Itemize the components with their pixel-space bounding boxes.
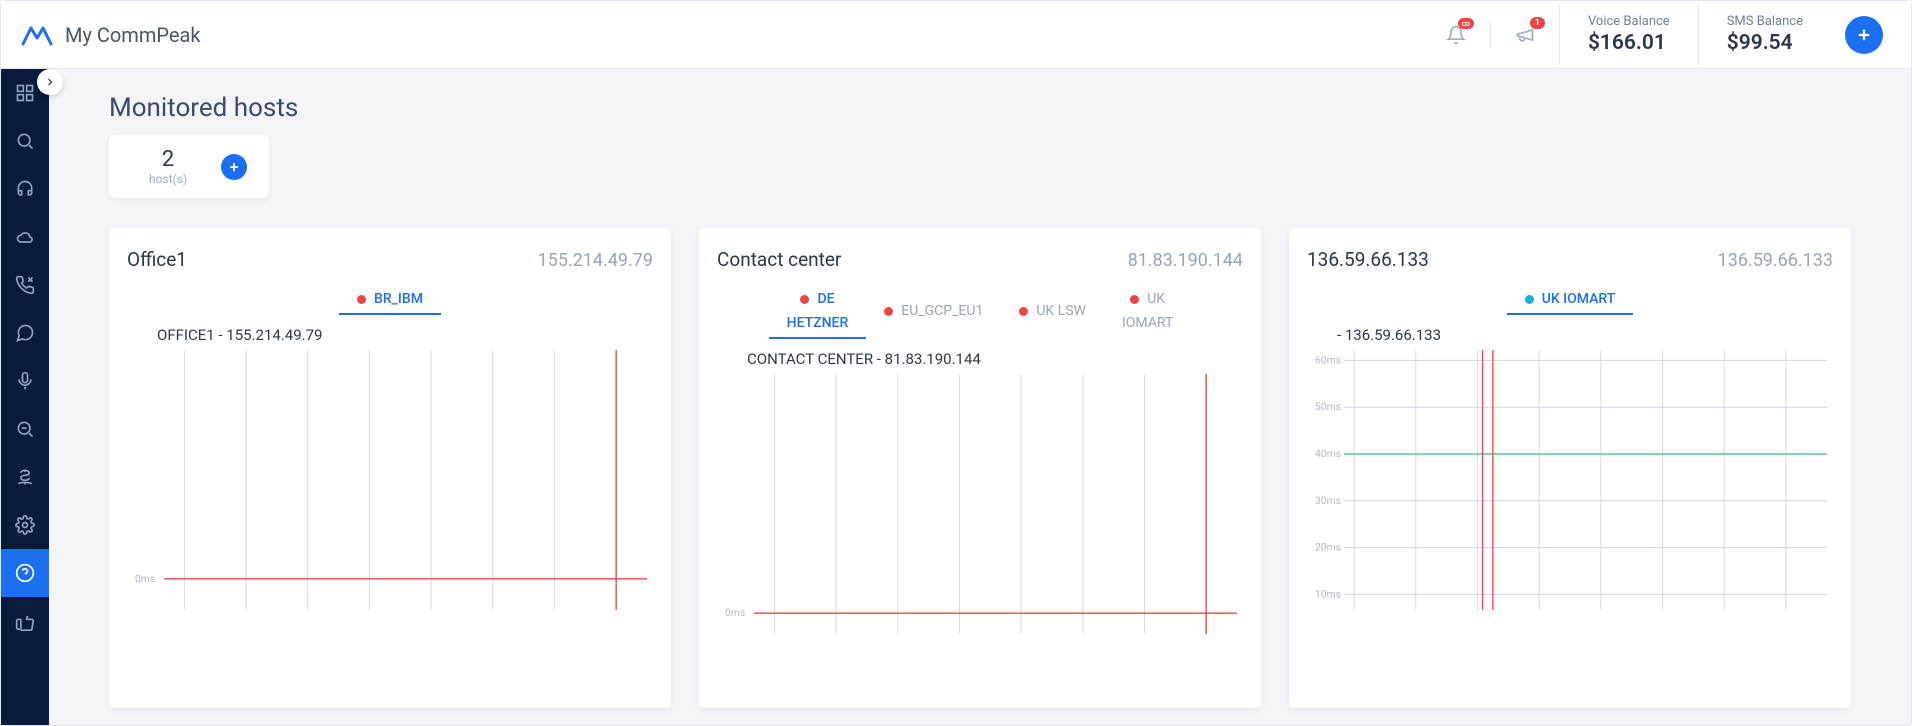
add-host-button[interactable] (221, 154, 247, 180)
separator (1490, 21, 1491, 49)
host-panel: 136.59.66.133 136.59.66.133 UK IOMART - 136… (1289, 228, 1851, 708)
sidebar-item-zoom-out[interactable] (1, 405, 49, 453)
panels-row: Office1 155.214.49.79 BR_IBM OFFICE1 - 155.… (109, 228, 1851, 708)
panel-tabs: BR_IBM (121, 287, 659, 316)
tab-label-line2: IOMART (1122, 315, 1173, 331)
brand-text: My CommPeak (65, 23, 201, 47)
tab[interactable]: EU_GCP_EU1 (866, 287, 1001, 339)
chart: 0ms (133, 350, 647, 610)
sidebar-item-settings[interactable] (1, 501, 49, 549)
notification-badge: ∞ (1458, 18, 1474, 30)
svg-text:10ms: 10ms (1315, 590, 1341, 601)
tab[interactable]: UK IOMART (1104, 287, 1191, 339)
panel-tabs: UK IOMART (1301, 287, 1839, 316)
sidebar-item-billing[interactable] (1, 453, 49, 501)
panel-title: Contact center (717, 248, 841, 271)
panel-ip: 155.214.49.79 (538, 250, 653, 271)
host-panel: Office1 155.214.49.79 BR_IBM OFFICE1 - 155.… (109, 228, 671, 708)
hosts-summary-card: 2 host(s) (109, 135, 269, 198)
status-dot-icon (884, 307, 893, 316)
sms-balance: SMS Balance $99.54 (1698, 4, 1831, 65)
voice-balance: Voice Balance $166.01 (1559, 4, 1698, 65)
svg-text:30ms: 30ms (1315, 496, 1341, 507)
panel-ip: 81.83.190.144 (1128, 250, 1243, 271)
panel-tabs: DE HETZNER EU_GCP_EU1 UK LSW UK IOMART (711, 287, 1249, 340)
panel-title: 136.59.66.133 (1307, 248, 1429, 271)
svg-text:0ms: 0ms (725, 608, 745, 619)
topbar: My CommPeak ∞ 1 Voice Balance $166.01 SM… (1, 1, 1911, 69)
sidebar-expand-button[interactable] (37, 69, 63, 95)
tab-label: UK LSW (1036, 303, 1086, 319)
sidebar (1, 69, 49, 725)
page-title: Monitored hosts (109, 93, 1851, 123)
tab-label-line1: UK (1147, 291, 1165, 307)
sms-balance-value: $99.54 (1727, 31, 1803, 55)
voice-balance-value: $166.01 (1588, 31, 1670, 55)
chart: 0ms (723, 374, 1237, 634)
panel-subcaption: CONTACT CENTER - 81.83.190.144 (711, 340, 1249, 374)
status-dot-icon (1525, 295, 1534, 304)
announcements-button[interactable]: 1 (1511, 21, 1539, 49)
tab[interactable]: UK LSW (1001, 287, 1104, 339)
panel-header: Office1 155.214.49.79 (121, 248, 659, 287)
tab-label-line1: DE (817, 291, 834, 307)
panel-subcaption: - 136.59.66.133 (1301, 316, 1839, 350)
announcement-badge: 1 (1530, 17, 1545, 30)
tab[interactable]: UK IOMART (1507, 287, 1634, 315)
sidebar-item-headset[interactable] (1, 165, 49, 213)
status-dot-icon (1019, 307, 1028, 316)
top-icons: ∞ 1 (1422, 21, 1559, 49)
voice-balance-label: Voice Balance (1588, 14, 1670, 29)
sidebar-item-help[interactable] (1, 549, 49, 597)
svg-text:20ms: 20ms (1315, 543, 1341, 554)
sms-balance-label: SMS Balance (1727, 14, 1803, 29)
sidebar-item-feedback[interactable] (1, 597, 49, 645)
tab-label-line2: HETZNER (787, 315, 849, 331)
tab-label: UK IOMART (1542, 291, 1616, 307)
status-dot-icon (800, 295, 809, 304)
svg-text:40ms: 40ms (1315, 449, 1341, 460)
sidebar-item-chat[interactable] (1, 309, 49, 357)
chart: 60ms 50ms 40ms 30ms 20ms 10ms (1313, 350, 1827, 610)
svg-text:60ms: 60ms (1315, 356, 1341, 367)
status-dot-icon (1130, 295, 1139, 304)
tab[interactable]: BR_IBM (339, 287, 441, 315)
add-button[interactable] (1845, 16, 1883, 54)
svg-text:50ms: 50ms (1315, 402, 1341, 413)
status-dot-icon (357, 295, 366, 304)
host-panel: Contact center 81.83.190.144 DE HETZNER EU_G… (699, 228, 1261, 708)
tab-label: EU_GCP_EU1 (901, 303, 983, 319)
brand[interactable]: My CommPeak (21, 23, 201, 47)
sidebar-item-search[interactable] (1, 117, 49, 165)
hosts-count: 2 (131, 147, 205, 172)
tab-label: BR_IBM (374, 291, 423, 307)
panel-header: Contact center 81.83.190.144 (711, 248, 1249, 287)
tab[interactable]: DE HETZNER (769, 287, 867, 339)
notifications-button[interactable]: ∞ (1442, 21, 1470, 49)
svg-text:0ms: 0ms (135, 574, 155, 585)
hosts-label: host(s) (131, 172, 205, 186)
sidebar-item-cloud[interactable] (1, 213, 49, 261)
panel-ip: 136.59.66.133 (1718, 250, 1833, 271)
panel-header: 136.59.66.133 136.59.66.133 (1301, 248, 1839, 287)
brand-logo-icon (21, 24, 53, 46)
sidebar-item-mic[interactable] (1, 357, 49, 405)
panel-title: Office1 (127, 248, 187, 271)
panel-subcaption: OFFICE1 - 155.214.49.79 (121, 316, 659, 350)
sidebar-item-call-in[interactable] (1, 261, 49, 309)
main-content: Monitored hosts 2 host(s) Office1 155.214… (49, 69, 1911, 725)
